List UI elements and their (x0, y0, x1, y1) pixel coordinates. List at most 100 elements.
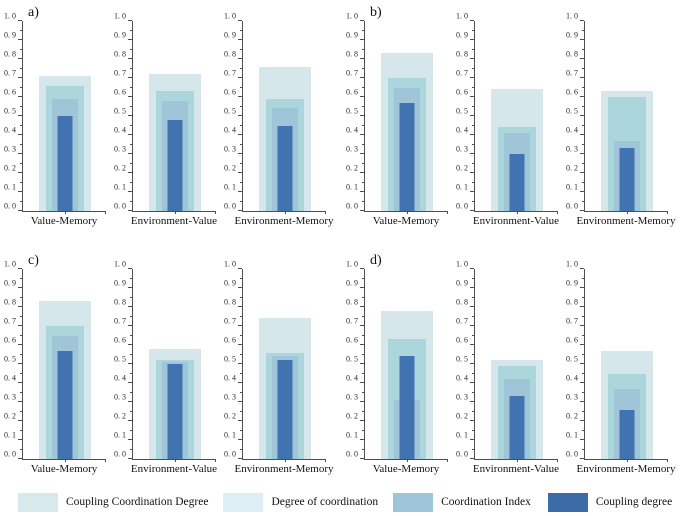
y-major-tick (128, 134, 132, 135)
y-major-tick (360, 172, 364, 173)
x-category-label: Environment-Memory (234, 215, 334, 227)
y-major-tick (18, 39, 22, 40)
y-major-tick (238, 39, 242, 40)
y-tick-label: 0. 9 (4, 278, 16, 288)
y-tick-label: 0. 7 (566, 68, 578, 78)
legend-swatch-coupling-degree (547, 492, 588, 512)
y-minor-tick (472, 277, 474, 279)
y-major-tick (580, 439, 584, 440)
panel-label: c) (28, 253, 39, 268)
y-tick-label: 0. 7 (114, 316, 126, 326)
y-major-tick (18, 96, 22, 97)
y-minor-tick (130, 48, 132, 50)
x-tick (406, 211, 408, 214)
y-tick-label: 0. 1 (346, 182, 358, 192)
y-tick-label: 0. 8 (224, 297, 236, 307)
y-major-tick (580, 77, 584, 78)
x-end-tick (105, 459, 106, 462)
subchart-environment-memory: 0. 0 0. 1 0. 2 0. 3 0. 4 0. 5 0. 6 0. 7 0. 8 0. 9… (220, 12, 334, 228)
y-major-tick (580, 325, 584, 326)
y-major-tick (580, 363, 584, 364)
y-minor-tick (362, 181, 364, 183)
y-minor-tick (362, 67, 364, 69)
y-minor-tick (240, 334, 242, 336)
y-minor-tick (362, 105, 364, 107)
y-tick-label: 0. 5 (566, 354, 578, 364)
y-tick-label: 0. 9 (114, 278, 126, 288)
bar-coupling-degree (57, 350, 72, 459)
y-major-tick (470, 363, 474, 364)
x-tick (284, 211, 286, 214)
y-major-tick (580, 306, 584, 307)
y-major-tick (580, 39, 584, 40)
y-major-tick (470, 420, 474, 421)
y-tick-label: 0. 8 (456, 49, 468, 59)
y-minor-tick (130, 353, 132, 355)
y-tick-label: 0. 3 (4, 392, 16, 402)
plot (584, 21, 668, 214)
panel-label: d) (370, 253, 382, 268)
y-minor-tick (130, 29, 132, 31)
y-minor-tick (362, 410, 364, 412)
plot-area: Environment-Value (472, 21, 560, 227)
y-minor-tick (20, 277, 22, 279)
y-minor-tick (362, 29, 364, 31)
y-tick-label: 0. 5 (4, 354, 16, 364)
y-minor-tick (20, 181, 22, 183)
y-tick-label: 0. 9 (4, 30, 16, 40)
plot-area: Environment-Value (131, 21, 217, 227)
y-axis: 0. 0 0. 1 0. 2 0. 3 0. 4 0. 5 0. 6 0. 7 0. 8 0. 9… (110, 12, 132, 211)
y-major-tick (470, 210, 474, 211)
x-category-label: Environment-Memory (234, 463, 334, 475)
y-minor-tick (582, 143, 584, 145)
y-tick-label: 0. 3 (4, 144, 16, 154)
y-minor-tick (240, 315, 242, 317)
y-major-tick (580, 458, 584, 459)
y-minor-tick (130, 143, 132, 145)
y-major-tick (580, 382, 584, 383)
y-minor-tick (20, 124, 22, 126)
y-major-tick (128, 172, 132, 173)
y-major-tick (238, 439, 242, 440)
y-minor-tick (130, 391, 132, 393)
x-end-tick (667, 459, 668, 462)
y-minor-tick (362, 143, 364, 145)
x-tick (406, 459, 408, 462)
legend-label: Coordination Index (441, 496, 531, 508)
y-tick-label: 0. 2 (114, 411, 126, 421)
y-major-tick (360, 115, 364, 116)
y-minor-tick (582, 334, 584, 336)
y-major-tick (18, 115, 22, 116)
y-tick-label: 0. 3 (566, 392, 578, 402)
y-tick-label: 0. 5 (114, 354, 126, 364)
y-tick-label: 0. 2 (4, 163, 16, 173)
y-tick-label: 1. 0 (4, 11, 16, 21)
y-minor-tick (20, 162, 22, 164)
y-tick-label: 0. 3 (346, 144, 358, 154)
y-tick-label: 0. 2 (346, 411, 358, 421)
x-category-label: Environment-Value (472, 215, 560, 227)
panel-charts: 0. 0 0. 1 0. 2 0. 3 0. 4 0. 5 0. 6 0. 7 0. 8 0. 9… (0, 12, 342, 228)
y-tick-label: 0. 1 (566, 182, 578, 192)
y-minor-tick (362, 429, 364, 431)
y-minor-tick (240, 200, 242, 202)
y-tick-label: 0. 3 (566, 144, 578, 154)
y-minor-tick (240, 429, 242, 431)
bar-coupling-degree (57, 116, 72, 211)
y-axis: 0. 0 0. 1 0. 2 0. 3 0. 4 0. 5 0. 6 0. 7 0. 8 0. 9… (342, 260, 364, 459)
y-major-tick (128, 344, 132, 345)
y-minor-tick (240, 391, 242, 393)
x-category-label: Environment-Memory (576, 215, 676, 227)
y-minor-tick (582, 86, 584, 88)
y-tick-label: 0. 6 (4, 87, 16, 97)
y-major-tick (360, 210, 364, 211)
y-major-tick (360, 191, 364, 192)
legend-item-coordination-index: Coordination Index (393, 492, 531, 512)
y-tick-label: 0. 5 (224, 354, 236, 364)
y-tick-label: 0. 5 (346, 354, 358, 364)
y-tick-label: 0. 9 (456, 278, 468, 288)
y-minor-tick (20, 29, 22, 31)
bar-coupling-degree (399, 102, 414, 211)
